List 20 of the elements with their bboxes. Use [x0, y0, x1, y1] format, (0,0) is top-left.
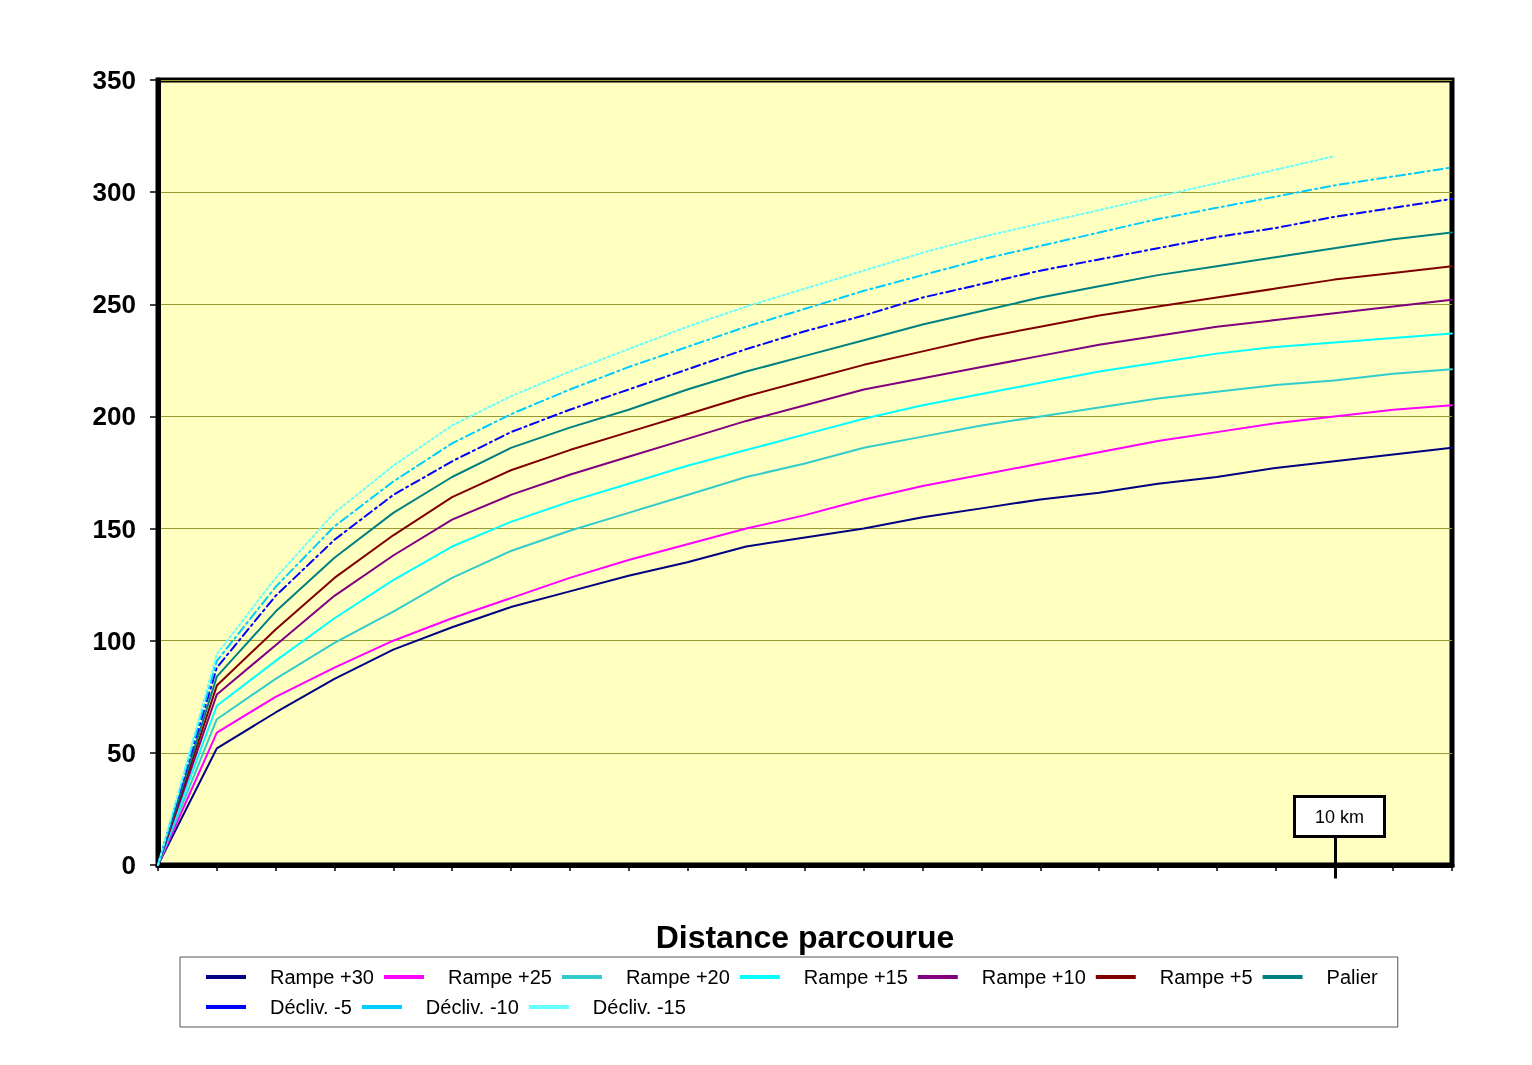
y-tick-label: 250 [92, 289, 136, 320]
legend-label: Rampe +25 [447, 966, 552, 988]
y-tick-label: 300 [92, 177, 136, 208]
annotation: 10 km [1314, 806, 1365, 827]
y-tick-label: 100 [92, 625, 136, 656]
legend-label: Rampe +10 [981, 966, 1086, 988]
legend-label: Décliv. -10 [425, 996, 519, 1018]
legend-label: Rampe +5 [1159, 966, 1253, 988]
y-tick-label: 350 [92, 65, 136, 95]
legend-label: Rampe +15 [803, 966, 908, 988]
y-tick-label: 200 [92, 401, 136, 432]
legend-label: Décliv. -5 [270, 996, 352, 1018]
y-tick-label: 150 [92, 513, 136, 544]
x-axis-title: Distance parcourue [655, 919, 955, 955]
legend-label: Rampe +20 [625, 966, 730, 988]
y-tick-label: 50 [107, 737, 136, 768]
legend-label: Palier [1326, 966, 1379, 988]
legend-label: Rampe +30 [270, 966, 374, 988]
y-tick-label: 0 [121, 850, 136, 880]
legend-label: Décliv. -15 [592, 996, 686, 1018]
